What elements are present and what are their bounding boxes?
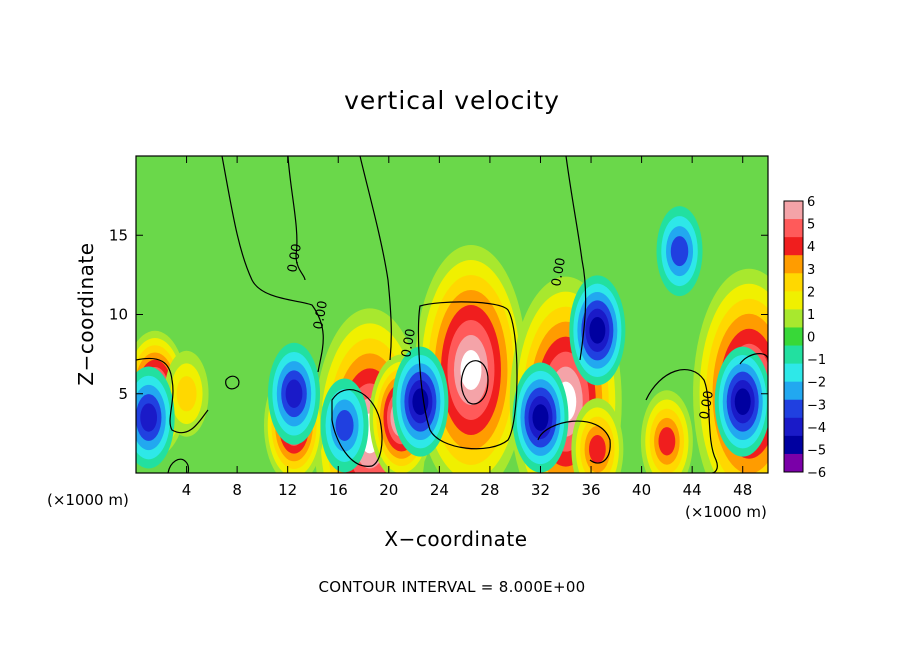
colorbar-swatch [784,435,803,455]
chart-title: vertical velocity [344,86,560,115]
x-tick-label: 32 [531,481,550,499]
colorbar-swatch [784,219,803,238]
x-tick-label: 48 [733,481,752,499]
contour-line [645,369,718,473]
field-level [285,379,303,408]
x-axis: 4 8 12 16 20 24 28 32 36 40 44 48 [182,156,752,499]
colorbar-label: 1 [807,308,815,323]
x-tick-label: 28 [480,481,499,499]
colorbar-label: −2 [807,376,826,391]
x-tick-label: 36 [581,481,600,499]
y-axis-label: Z−coordinate [74,242,98,386]
field-level [335,409,354,441]
contour-label: 0.00 [399,328,419,359]
contour-line [565,156,587,361]
colorbar-label: −4 [807,421,826,436]
field-level [460,349,482,390]
x-unit-left: (×1000 m) [47,491,129,509]
colorbar-label: 5 [807,218,815,233]
colorbar-swatch [784,399,803,419]
contour-line [221,156,324,373]
field-level [412,388,429,416]
colorbar-swatch [784,417,803,437]
colorbar-swatch [784,255,803,274]
colorbar-label: 2 [807,285,815,300]
field-level [734,388,751,416]
colorbar-swatch [784,309,803,328]
field-level [670,236,689,267]
contour-line [331,389,383,467]
colorbar: 6 5 4 3 2 1 0 −1 −2 −3 −4 −5 −6 [783,195,826,481]
x-tick-label: 8 [232,481,242,499]
colorbar-swatch [784,291,803,310]
y-tick-label: 15 [109,226,128,244]
colorbar-swatch [784,363,803,383]
contour-line [460,360,489,405]
x-unit-right: (×1000 m) [685,503,767,521]
colorbar-label: −6 [807,466,826,481]
x-tick-label: 4 [182,481,192,499]
contour-line [537,420,611,464]
colorbar-swatch [784,201,803,220]
contour-label: 0.00 [285,243,305,274]
colorbar-label: 0 [807,331,815,346]
x-tick-label: 44 [683,481,702,499]
x-tick-label: 20 [379,481,398,499]
colorbar-swatch [784,453,803,473]
colorbar-swatch [784,345,803,365]
x-tick-label: 16 [329,481,348,499]
colorbar-label: −1 [807,353,826,368]
contour-labels: 0.00 0.00 0.00 0.00 0.00 [285,243,717,421]
contour-line [417,301,518,450]
contour-line [167,458,190,473]
field-level [588,435,606,464]
x-axis-label: X−coordinate [384,527,528,551]
x-tick-label: 40 [632,481,651,499]
colorbar-label: 4 [807,240,815,255]
colorbar-frame [783,200,804,473]
contour-line [359,156,392,361]
colorbar-label: 3 [807,263,815,278]
contour-label: 0.00 [311,300,331,331]
colorbar-label: 6 [807,195,815,210]
colorbar-swatch [784,237,803,256]
colorbar-label: −5 [807,443,826,458]
velocity-field [136,206,768,473]
colorbar-swatch [784,381,803,401]
contour-label: 0.00 [549,257,569,288]
field-level [176,376,197,412]
colorbar-swatch [784,327,803,347]
contour-line [136,357,209,434]
field-level [140,403,158,432]
contour-line [287,156,306,281]
contour-label: 0.00 [697,390,717,421]
y-tick-label: 5 [118,385,128,403]
x-tick-label: 24 [430,481,449,499]
contour-interval-note: CONTOUR INTERVAL = 8.000E+00 [318,578,586,596]
contour-line [225,375,240,390]
x-tick-label: 12 [278,481,297,499]
zero-contours [136,156,768,473]
field-level [589,317,606,344]
y-tick-label: 10 [109,306,128,324]
field-level [658,427,676,456]
field-level [532,404,549,431]
y-axis: 5 10 15 [109,226,768,403]
colorbar-swatch [784,273,803,292]
colorbar-label: −3 [807,398,826,413]
